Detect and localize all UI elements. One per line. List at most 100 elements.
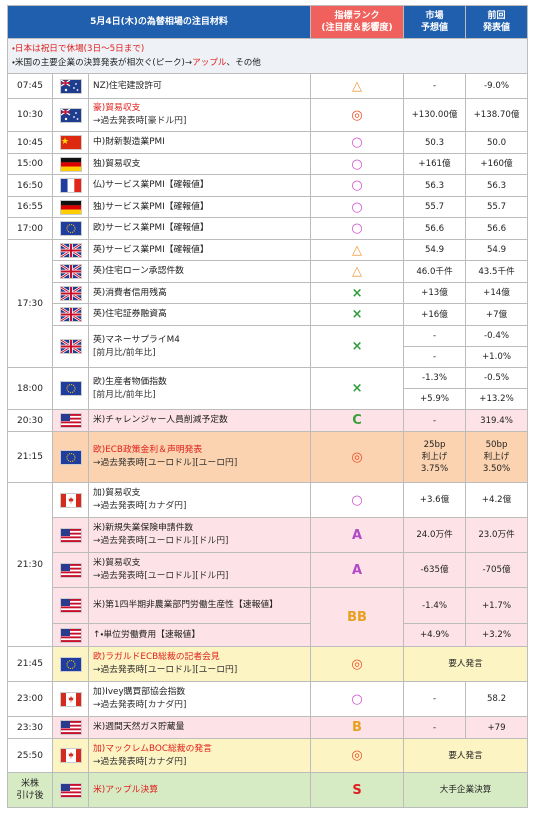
flag-icon: [59, 691, 82, 707]
rank: ○: [310, 196, 405, 218]
rank: ○: [310, 681, 405, 717]
flag-icon: [59, 782, 82, 798]
event-title: 米)第1四半期非農業部門労働生産性【速報値】: [93, 600, 278, 610]
event-title: 仏)サービス業PMI【確報値】: [93, 180, 209, 190]
previous: 319.4%: [465, 409, 529, 432]
event-title: 加)マックレムBOC総裁の発言: [93, 743, 212, 754]
flag-cell: [52, 303, 89, 326]
flag-cell: [52, 681, 89, 717]
event-sub: →過去発表時[カナダ円]: [93, 700, 187, 710]
event-sub: →過去発表時[ユーロドル][ユーロ円]: [93, 458, 238, 468]
rank: ○: [310, 174, 405, 197]
header-row: 5月4日(木)の為替相場の注目材料 指標ランク (注目度＆影響度) 市場 予想値 前…: [6, 5, 529, 39]
header-title: 5月4日(木)の為替相場の注目材料: [6, 5, 312, 39]
notes: ・日本は祝日で休場(3日～5日まで) ・米国の主要企業の決算発表が相次ぐ(ピーク…: [6, 38, 529, 74]
event-title: 米)アップル決算: [93, 784, 159, 795]
event-title: 欧)生産者物価指数: [93, 376, 167, 387]
flag-icon: [59, 720, 82, 735]
header-text: 前回: [487, 11, 506, 21]
time: 21:45: [7, 646, 53, 682]
flag-icon: [59, 627, 82, 643]
rank: ×: [310, 303, 405, 326]
event: 豪)貿易収支 →過去発表時[豪ドル円]: [87, 98, 312, 132]
forecast: +4.9%: [403, 623, 467, 647]
flag-cell: [52, 623, 89, 647]
calendar-table: 5月4日(木)の為替相場の注目材料 指標ランク (注目度＆影響度) 市場 予想値 前…: [6, 5, 529, 808]
event-row: 20:30 米)チャレンジャー人員削減予定数 C -319.4%: [7, 409, 529, 432]
event-row: 米)新規失業保険申請件数 →過去発表時[ユーロドル][ドル円] A 24.0万件 23.…: [8, 517, 529, 553]
time: 17:00: [7, 217, 53, 240]
event: 米)週間天然ガス貯蔵量: [87, 716, 312, 739]
event-row: 15:00 独)貿易収支 ○ +161億 +160億: [7, 153, 529, 175]
event: 米)チャレンジャー人員削減予定数: [87, 409, 312, 432]
flag-cell: [52, 409, 89, 432]
time: 10:45: [7, 131, 53, 154]
event-row: 07:45 NZ)住宅建設許可 △ - -9.0%: [7, 73, 529, 99]
result: 要人発言: [403, 738, 529, 773]
event: 欧)ECB政策金利＆声明発表 →過去発表時[ユーロドル][ユーロ円]: [87, 431, 312, 483]
previous-line: +13.2%: [466, 388, 527, 409]
event: 加)Ivey購買部協会指数 →過去発表時[カナダ円]: [87, 681, 312, 717]
event-row: 米)貿易収支 →過去発表時[ユーロドル][ドル円] A -635億 -705億: [8, 552, 529, 588]
forecast-line: -: [404, 346, 465, 367]
rank: ◎: [310, 646, 405, 682]
event-title: 英)住宅証券融資高: [93, 309, 167, 319]
forecast: -: [403, 73, 467, 99]
forecast-line: +5.9%: [404, 388, 465, 409]
event: 米)新規失業保険申請件数 →過去発表時[ユーロドル][ドル円]: [87, 517, 312, 553]
event-title: 米)貿易収支: [93, 558, 141, 568]
event-title: 中)財新製造業PMI: [93, 137, 165, 147]
previous: +3.2%: [465, 623, 529, 647]
previous-line: 50bp: [485, 440, 508, 450]
flag-icon: [59, 178, 82, 193]
previous: +79: [465, 716, 529, 739]
forecast: 24.0万件: [403, 517, 467, 553]
header-forecast: 市場 予想値: [403, 5, 467, 39]
rank: ×: [310, 325, 405, 368]
event: 英)住宅ローン承認件数: [87, 260, 312, 283]
note-text: アップル: [192, 58, 227, 68]
forecast: -: [403, 409, 467, 432]
event-sub: →過去発表時[カナダ円]: [93, 501, 187, 511]
rank: ○: [310, 217, 405, 240]
previous-line: -0.5%: [484, 373, 509, 383]
previous: +14億: [465, 282, 529, 304]
previous: 56.6: [465, 217, 529, 240]
forecast: +13億: [403, 282, 467, 304]
event-sub: [前月比/前年比]: [93, 389, 156, 400]
flag-cell: [52, 73, 89, 99]
event: 仏)サービス業PMI【確報値】: [87, 174, 312, 197]
time: 23:30: [7, 716, 53, 739]
header-previous: 前回 発表値: [465, 5, 529, 39]
event: 米)第1四半期非農業部門労働生産性【速報値】: [87, 587, 312, 624]
previous: +138.70億: [465, 98, 529, 132]
event-row: 18:00 欧)生産者物価指数 [前月比/前年比] × -1.3% +5.9% -0.5% +…: [7, 367, 529, 410]
flag-cell: [52, 517, 89, 553]
forecast: --: [403, 325, 467, 368]
flag-icon: [59, 107, 82, 123]
event-title: 加)貿易収支: [93, 488, 141, 498]
rank: △: [310, 260, 405, 283]
flag-icon: [59, 263, 82, 280]
flag-cell: [52, 131, 89, 154]
event-row: 17:00 欧)サービス業PMI【確報値】 ○ 56.6 56.6: [7, 217, 529, 240]
event: NZ)住宅建設許可: [87, 73, 312, 99]
flag-icon: [59, 285, 82, 301]
forecast: 25bp 利上げ 3.75%: [403, 431, 467, 483]
flag-icon: [59, 527, 82, 543]
time: 23:00: [7, 681, 53, 717]
event: 欧)サービス業PMI【確報値】: [87, 217, 312, 240]
flag-icon: [59, 748, 82, 763]
flag-cell: [52, 153, 89, 175]
rank: B: [310, 716, 405, 739]
flag-cell: [52, 482, 89, 518]
event: 加)マックレムBOC総裁の発言 →過去発表時[カナダ円]: [87, 738, 312, 773]
flag-icon: [59, 306, 82, 323]
flag-cell: [52, 646, 89, 682]
flag-icon: [59, 199, 82, 215]
previous: +7億: [465, 303, 529, 326]
forecast: +130.00億: [403, 98, 467, 132]
flag-cell: [52, 587, 89, 624]
rank: ○: [310, 482, 405, 518]
flag-cell: [52, 260, 89, 283]
